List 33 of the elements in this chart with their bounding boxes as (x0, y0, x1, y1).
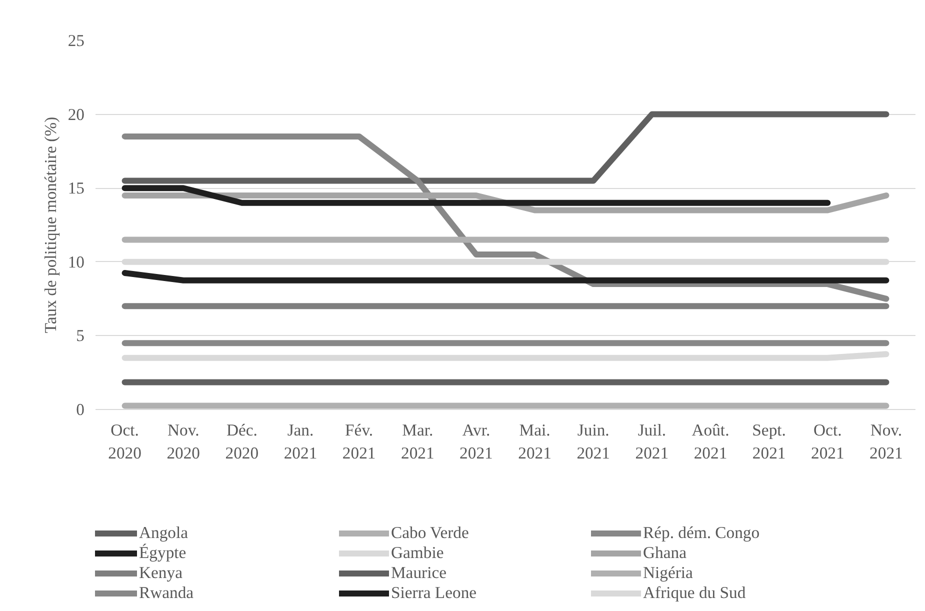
x-tick-label: Oct. 2021 (810, 420, 844, 462)
y-tick-label: 5 (76, 326, 84, 346)
y-tick-label: 0 (76, 400, 84, 419)
y-tick-label: 15 (68, 178, 84, 198)
x-tick-label: Juil. 2021 (635, 420, 669, 462)
legend-label: Maurice (391, 563, 448, 583)
legend-label: Afrique du Sud (643, 583, 747, 603)
y-tick-label: 10 (68, 252, 84, 272)
legend-label: Kenya (139, 563, 184, 583)
x-tick-label: Jan. 2021 (284, 420, 318, 462)
legend-label: Nigéria (643, 563, 694, 583)
x-tick-label: Sept. 2021 (752, 420, 786, 462)
y-axis-title: Taux de politique monétaire (%) (40, 116, 60, 334)
x-tick-label: Juin. 2021 (576, 420, 610, 462)
legend-label: Sierra Leone (391, 583, 478, 603)
legend-label: Angola (139, 523, 190, 543)
x-tick-label: Mai. 2021 (518, 420, 552, 462)
x-tick-label: Déc. 2020 (225, 420, 259, 462)
x-tick-label: Nov. 2020 (166, 420, 200, 462)
y-tick-label: 20 (68, 104, 84, 124)
x-tick-label: Nov. 2021 (870, 420, 903, 462)
x-tick-label: Fév. 2021 (342, 420, 376, 462)
legend-label: Rwanda (139, 583, 195, 603)
legend-label: Ghana (643, 543, 688, 563)
x-tick-label: Août. 2021 (692, 420, 730, 462)
x-tick-label: Mar. 2021 (400, 420, 434, 462)
legend-label: Rép. dém. Congo (643, 523, 761, 543)
y-tick-label: 25 (68, 31, 84, 50)
x-tick-label: Oct. 2020 (108, 420, 142, 462)
legend-label: Gambie (391, 543, 445, 563)
legend-label: Cabo Verde (391, 523, 470, 543)
x-tick-label: Avr. 2021 (460, 420, 493, 462)
legend-label: Égypte (139, 543, 188, 563)
